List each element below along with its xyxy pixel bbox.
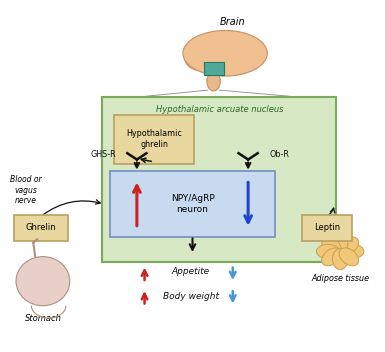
Ellipse shape	[185, 46, 219, 71]
Text: Hypothalamic
ghrelin: Hypothalamic ghrelin	[126, 130, 182, 149]
Text: Ob-R: Ob-R	[269, 150, 289, 159]
FancyArrowPatch shape	[43, 200, 100, 215]
Text: GHS-R: GHS-R	[90, 150, 116, 159]
FancyBboxPatch shape	[102, 97, 336, 262]
Text: Ghrelin: Ghrelin	[26, 223, 56, 232]
Text: Blood or
vagus
nerve: Blood or vagus nerve	[10, 175, 42, 205]
Text: Leptin: Leptin	[314, 223, 340, 232]
Ellipse shape	[183, 31, 267, 76]
Ellipse shape	[339, 237, 359, 255]
Ellipse shape	[16, 257, 70, 306]
FancyBboxPatch shape	[302, 215, 352, 241]
FancyBboxPatch shape	[114, 115, 194, 164]
Ellipse shape	[339, 248, 359, 266]
Text: Adipose tissue: Adipose tissue	[311, 274, 369, 283]
Text: NPY/AgRP
neuron: NPY/AgRP neuron	[171, 194, 214, 214]
Ellipse shape	[322, 248, 341, 266]
Text: Hypothalamic arcuate nucleus: Hypothalamic arcuate nucleus	[156, 105, 283, 114]
Text: Brain: Brain	[220, 17, 246, 27]
Text: Stomach: Stomach	[25, 314, 61, 323]
FancyBboxPatch shape	[110, 171, 275, 237]
Ellipse shape	[322, 237, 341, 255]
Ellipse shape	[341, 244, 364, 258]
Text: Body weight: Body weight	[162, 293, 219, 301]
Ellipse shape	[333, 249, 348, 270]
FancyArrowPatch shape	[329, 208, 335, 215]
FancyBboxPatch shape	[14, 215, 68, 241]
Text: Appetite: Appetite	[172, 267, 210, 276]
Ellipse shape	[333, 233, 348, 254]
Ellipse shape	[207, 72, 220, 91]
Ellipse shape	[316, 244, 340, 258]
FancyBboxPatch shape	[204, 62, 224, 75]
